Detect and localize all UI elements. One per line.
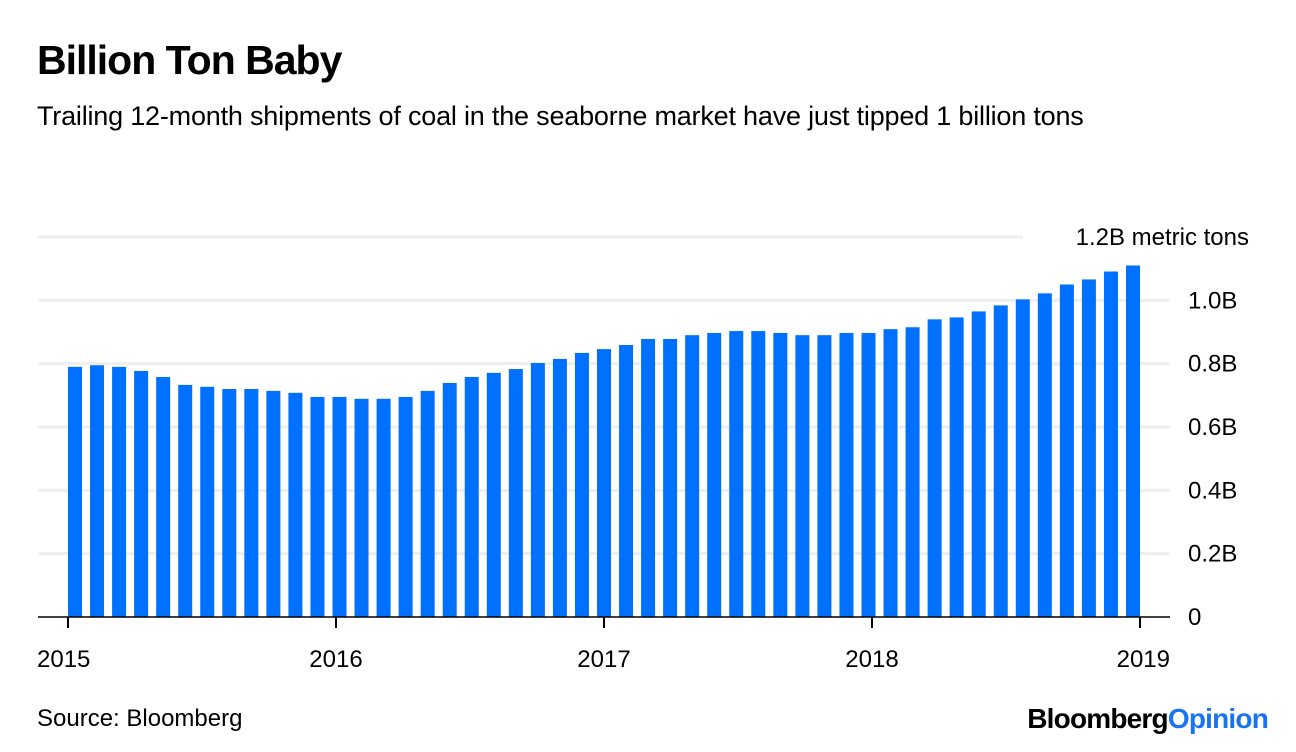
bar-2017-02	[619, 344, 634, 617]
bar-2015-05	[156, 376, 171, 617]
bar-2018-03	[905, 327, 920, 617]
brand-logo: BloombergOpinion	[1027, 703, 1269, 735]
bar-2017-10	[795, 335, 810, 617]
bar-2018-12	[1103, 271, 1118, 617]
bar-2017-09	[773, 332, 788, 617]
bar-2018-10	[1059, 284, 1074, 617]
bar-2015-01	[68, 366, 82, 617]
bar-2015-06	[178, 384, 193, 617]
x-axis-labels: 2015 2016 2017 2018 2019	[37, 646, 1170, 673]
bar-2017-01	[597, 349, 611, 617]
x-tick-label: 2019	[1117, 646, 1170, 673]
bar-2018-01	[861, 332, 876, 617]
bar-2015-02	[90, 365, 105, 617]
bar-2018-09	[1037, 293, 1052, 617]
bar-2017-11	[817, 335, 832, 617]
bar-2015-04	[134, 370, 149, 617]
chart-subtitle: Trailing 12-month shipments of coal in t…	[37, 101, 1084, 131]
bar-2019-01	[1126, 265, 1140, 617]
y-tick-label: 0	[1188, 604, 1201, 631]
bar-2017-04	[663, 338, 678, 617]
y-tick-label: 0.2B	[1188, 541, 1237, 568]
bar-2018-02	[883, 329, 898, 617]
y-tick-label: 1.0B	[1188, 287, 1237, 314]
y-axis-labels: 0 0.2B 0.4B 0.6B 0.8B 1.0B 1.2B metric tons	[1076, 224, 1249, 631]
bar-2017-03	[641, 338, 656, 617]
bars	[68, 265, 1140, 617]
bar-2015-07	[200, 386, 215, 617]
y-tick-label: 1.2B metric tons	[1076, 224, 1249, 251]
y-tick-label: 0.8B	[1188, 351, 1237, 378]
bar-2018-08	[1015, 299, 1030, 617]
bar-2016-11	[552, 358, 567, 617]
bar-2018-11	[1081, 279, 1096, 617]
bar-2016-01	[332, 396, 347, 617]
bar-2015-10	[266, 390, 281, 617]
brand-logo-bloomberg: Bloomberg	[1027, 703, 1168, 734]
bar-2016-06	[442, 382, 457, 617]
bar-2017-05	[685, 335, 700, 617]
bar-2017-12	[839, 332, 854, 617]
bar-2017-08	[751, 331, 766, 617]
bar-2016-05	[420, 390, 435, 617]
bar-2015-08	[222, 389, 237, 617]
bar-2016-02	[354, 398, 369, 617]
bar-2017-06	[707, 332, 722, 617]
x-tick-label: 2016	[309, 646, 362, 673]
bar-2018-07	[993, 305, 1008, 617]
bar-2018-05	[949, 317, 964, 617]
bar-2016-07	[464, 376, 479, 617]
brand-logo-opinion: Opinion	[1167, 703, 1269, 734]
bar-2016-08	[486, 372, 501, 617]
bar-2016-09	[508, 369, 523, 617]
bar-2015-03	[112, 366, 127, 617]
bar-2016-12	[574, 352, 589, 617]
chart-title: Billion Ton Baby	[37, 37, 342, 83]
bar-2015-12	[310, 396, 325, 617]
bar-2015-11	[288, 392, 303, 617]
bar-2016-04	[398, 396, 413, 617]
x-tick-label: 2017	[577, 646, 630, 673]
source-note: Source: Bloomberg	[37, 705, 243, 732]
bar-2016-03	[376, 398, 391, 617]
bar-2018-04	[927, 319, 942, 617]
x-tick-label: 2015	[37, 646, 90, 673]
bar-2016-10	[530, 363, 545, 617]
x-tick-label: 2018	[845, 646, 898, 673]
bar-2015-09	[244, 389, 259, 617]
y-tick-label: 0.4B	[1188, 477, 1237, 504]
bar-2018-06	[971, 311, 986, 617]
bar-2017-07	[729, 331, 744, 617]
y-tick-label: 0.6B	[1188, 414, 1237, 441]
x-axis	[38, 616, 1170, 628]
